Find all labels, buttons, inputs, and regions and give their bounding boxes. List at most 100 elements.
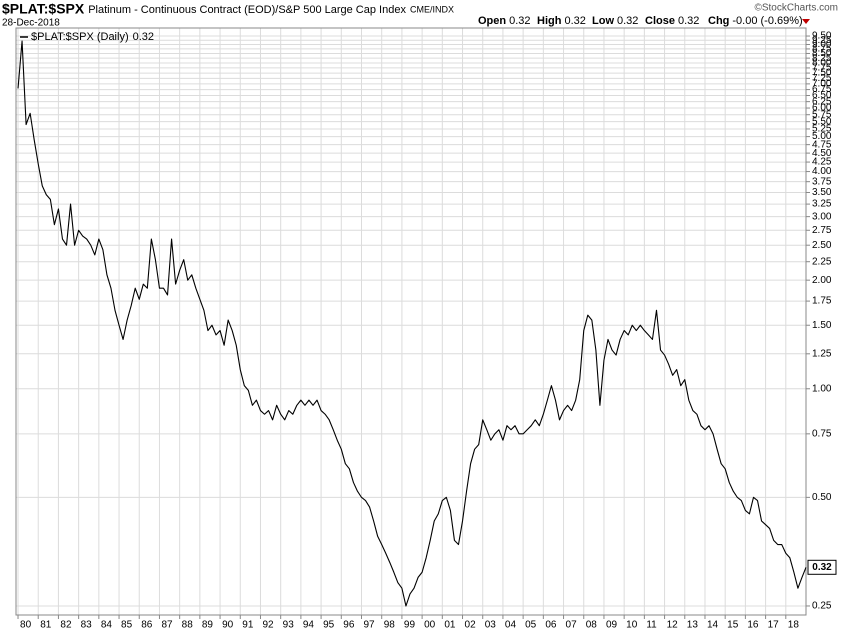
y-tick-label: 7.25: [812, 73, 832, 84]
x-tick-label: 98: [384, 620, 396, 631]
x-tick-label: 15: [727, 620, 739, 631]
x-tick-label: 82: [60, 620, 72, 631]
y-tick-label: 3.25: [812, 199, 832, 210]
x-tick-label: 12: [667, 620, 679, 631]
x-tick-label: 92: [262, 620, 274, 631]
last-value-box: [807, 559, 837, 575]
y-tick-label: 4.25: [812, 157, 832, 168]
x-tick-label: 10: [626, 620, 638, 631]
y-tick-label: 5.25: [812, 124, 832, 135]
x-tick-label: 89: [202, 620, 214, 631]
x-tick-label: 02: [465, 620, 477, 631]
y-tick-label: 1.00: [812, 383, 832, 394]
x-tick-label: 09: [606, 620, 618, 631]
price-line: [17, 40, 807, 607]
y-tick-label: 6.50: [812, 90, 832, 101]
y-tick-label: 0.50: [812, 492, 832, 503]
y-tick-label: 2.00: [812, 275, 832, 286]
x-tick-label: 17: [768, 620, 780, 631]
x-tick-label: 14: [707, 620, 719, 631]
y-tick-label: 3.00: [812, 211, 832, 222]
quote-label: Close: [645, 15, 675, 27]
y-tick-label: 1.75: [812, 296, 832, 307]
x-tick-label: 83: [81, 620, 93, 631]
y-tick-label: 3.75: [812, 176, 832, 187]
y-tick-label: 5.00: [812, 131, 832, 142]
x-tick-label: 94: [303, 620, 315, 631]
y-tick-label: 0.25: [812, 601, 832, 612]
y-tick-label: 4.75: [812, 139, 832, 150]
x-tick-label: 80: [20, 620, 32, 631]
grid: [16, 28, 806, 615]
quote-label: Open: [478, 15, 506, 27]
chart-subtitle: Platinum - Continuous Contract (EOD)/S&P…: [88, 4, 406, 16]
x-tick-label: 01: [444, 620, 456, 631]
y-tick-label: 6.75: [812, 84, 832, 95]
y-tick-label: 6.00: [812, 103, 832, 114]
legend-label: $PLAT:$SPX (Daily): [31, 31, 129, 43]
y-tick-label: 2.75: [812, 225, 832, 236]
quote-label: High: [537, 15, 562, 27]
y-tick-label: 5.75: [812, 109, 832, 120]
y-tick-label: 6.25: [812, 96, 832, 107]
quote-label: Low: [592, 15, 614, 27]
legend-value: 0.32: [133, 31, 154, 43]
y-tick-label: 9.50: [812, 31, 832, 42]
x-tick-label: 16: [747, 620, 759, 631]
plot-frame: [15, 27, 807, 616]
x-tick-label: 90: [222, 620, 234, 631]
quote-value: 0.32: [678, 15, 699, 27]
exchange: CME/INDX: [410, 4, 454, 14]
y-tick-label: 7.00: [812, 79, 832, 90]
y-tick-label: 1.50: [812, 320, 832, 331]
y-tick-label: 4.50: [812, 148, 832, 159]
y-tick-label: 9.00: [812, 39, 832, 50]
quote-value: -0.00 (-0.69%): [732, 15, 802, 27]
x-tick-label: 06: [545, 620, 557, 631]
x-tick-label: 04: [505, 620, 517, 631]
y-tick-label: 4.00: [812, 166, 832, 177]
x-tick-label: 08: [586, 620, 598, 631]
watermark: ©StockCharts.com: [754, 3, 838, 14]
change-down-arrow: [802, 19, 810, 24]
x-tick-label: 05: [525, 620, 537, 631]
x-tick-label: 18: [788, 620, 800, 631]
chart-title: $PLAT:$SPX: [2, 1, 85, 17]
y-tick-label: 8.00: [812, 58, 832, 69]
y-tick-label: 7.75: [812, 63, 832, 74]
x-tick-label: 86: [141, 620, 153, 631]
x-tick-label: 13: [687, 620, 699, 631]
y-tick-label: 9.25: [812, 35, 832, 46]
y-tick-label: 0.75: [812, 428, 832, 439]
y-tick-label: 2.50: [812, 240, 832, 251]
quote-value: 0.32: [564, 15, 585, 27]
x-tick-label: 93: [283, 620, 295, 631]
x-tick-label: 03: [485, 620, 497, 631]
x-tick-label: 91: [242, 620, 254, 631]
x-tick-label: 95: [323, 620, 335, 631]
x-tick-label: 87: [161, 620, 173, 631]
x-tick-label: 96: [343, 620, 355, 631]
last-value-label: 0.32: [812, 562, 832, 573]
quote-value: 0.32: [617, 15, 638, 27]
x-tick-label: 88: [182, 620, 194, 631]
y-tick-label: 1.25: [812, 348, 832, 359]
x-tick-label: 11: [646, 620, 657, 631]
x-tick-label: 84: [101, 620, 113, 631]
y-tick-label: 5.50: [812, 116, 832, 127]
y-tick-label: 8.50: [812, 48, 832, 59]
x-tick-label: 81: [40, 620, 52, 631]
x-tick-label: 99: [404, 620, 416, 631]
x-tick-label: 00: [424, 620, 436, 631]
x-tick-label: 07: [566, 620, 578, 631]
x-tick-label: 97: [363, 620, 375, 631]
date: 28-Dec-2018: [2, 18, 60, 29]
y-tick-label: 3.50: [812, 187, 832, 198]
y-tick-label: 8.25: [812, 53, 832, 64]
x-tick-label: 85: [121, 620, 133, 631]
quote-label: Chg: [708, 15, 729, 27]
y-tick-label: 8.75: [812, 44, 832, 55]
y-tick-label: 7.50: [812, 68, 832, 79]
